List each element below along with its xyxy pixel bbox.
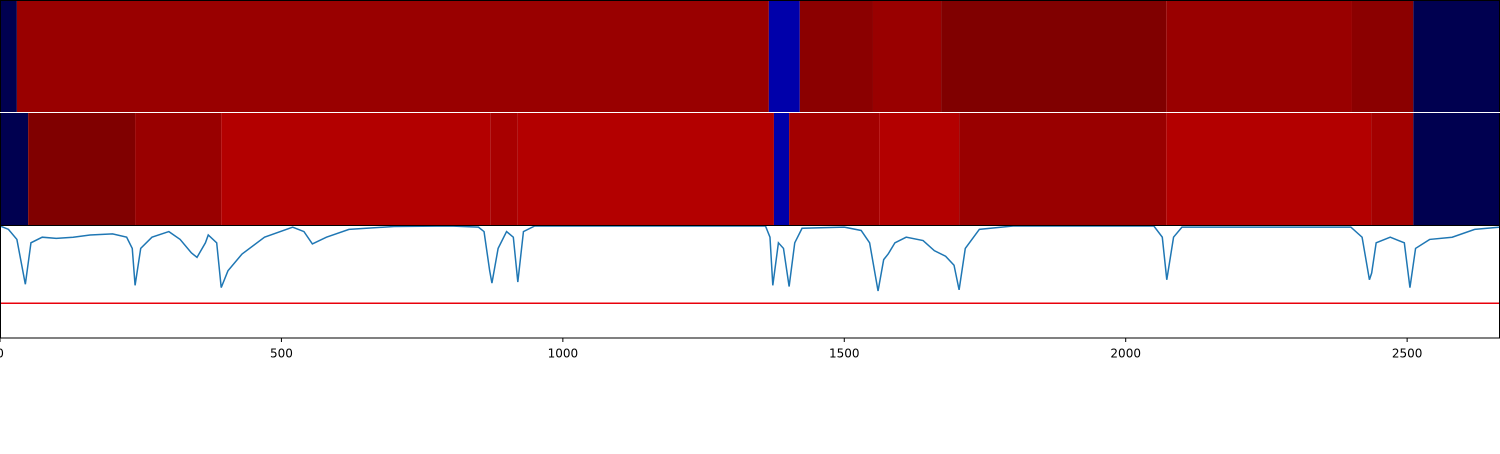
heatmap-segment bbox=[0, 113, 29, 225]
heatmap-segment bbox=[941, 0, 1167, 112]
x-tick-label: 500 bbox=[270, 347, 293, 361]
heatmap-segment bbox=[1413, 0, 1500, 112]
x-tick-label: 1500 bbox=[829, 347, 860, 361]
heatmap-segment bbox=[490, 113, 518, 225]
heatmap-segment bbox=[28, 113, 136, 225]
signal-line bbox=[0, 225, 1500, 292]
heatmap-segment bbox=[1166, 113, 1372, 225]
heatmap-segment bbox=[799, 0, 873, 112]
heatmap-segment bbox=[1371, 113, 1414, 225]
x-tick-label: 0 bbox=[0, 347, 4, 361]
heatmap-segment bbox=[16, 0, 769, 112]
heatmap-segment bbox=[517, 113, 774, 225]
heatmap-segment bbox=[872, 0, 942, 112]
heatmap-segment bbox=[879, 113, 960, 225]
heatmap-segment bbox=[789, 113, 880, 225]
heatmap-segment bbox=[1166, 0, 1352, 112]
heatmap-segment bbox=[135, 113, 222, 225]
x-tick-label: 2000 bbox=[1110, 347, 1141, 361]
heatmap-segment bbox=[0, 0, 17, 112]
x-tick-label: 2500 bbox=[1392, 347, 1423, 361]
heatmap-segment bbox=[1413, 113, 1500, 225]
x-tick-label: 1000 bbox=[548, 347, 579, 361]
heatmap-segment bbox=[1351, 0, 1414, 112]
heatmap-segment bbox=[221, 113, 491, 225]
heatmap-segment bbox=[768, 0, 800, 112]
heatmap-segment bbox=[959, 113, 1167, 225]
heatmap-segment bbox=[773, 113, 790, 225]
